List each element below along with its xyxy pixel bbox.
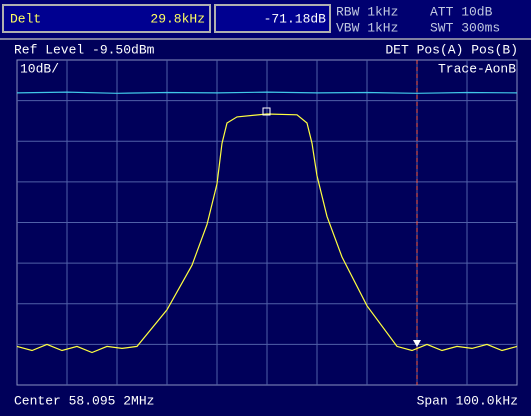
rbw: RBW 1kHz [336, 4, 398, 19]
swt: SWT 300ms [430, 20, 500, 35]
scale: 10dB/ [20, 61, 59, 76]
detector: DET Pos(A) Pos(B) [385, 42, 518, 57]
trace [16, 91, 518, 94]
marker-1 [262, 107, 271, 116]
level-box [214, 4, 331, 33]
marker-2 [413, 340, 421, 347]
delta-box [2, 4, 211, 33]
trace [16, 113, 518, 354]
delta-freq: 29.8kHz [150, 11, 205, 26]
delta-label: Delt [10, 11, 41, 26]
grid [17, 60, 517, 385]
trace-mode: Trace-AonB [438, 61, 516, 76]
delta-level: -71.18dB [264, 11, 327, 26]
vbw: VBW 1kHz [336, 20, 398, 35]
span: Span 100.0kHz [417, 393, 518, 408]
att: ATT 10dB [430, 4, 493, 19]
ref-level: Ref Level -9.50dBm [14, 42, 155, 57]
traces [16, 91, 518, 354]
center: Center 58.095 2MHz [14, 393, 154, 408]
